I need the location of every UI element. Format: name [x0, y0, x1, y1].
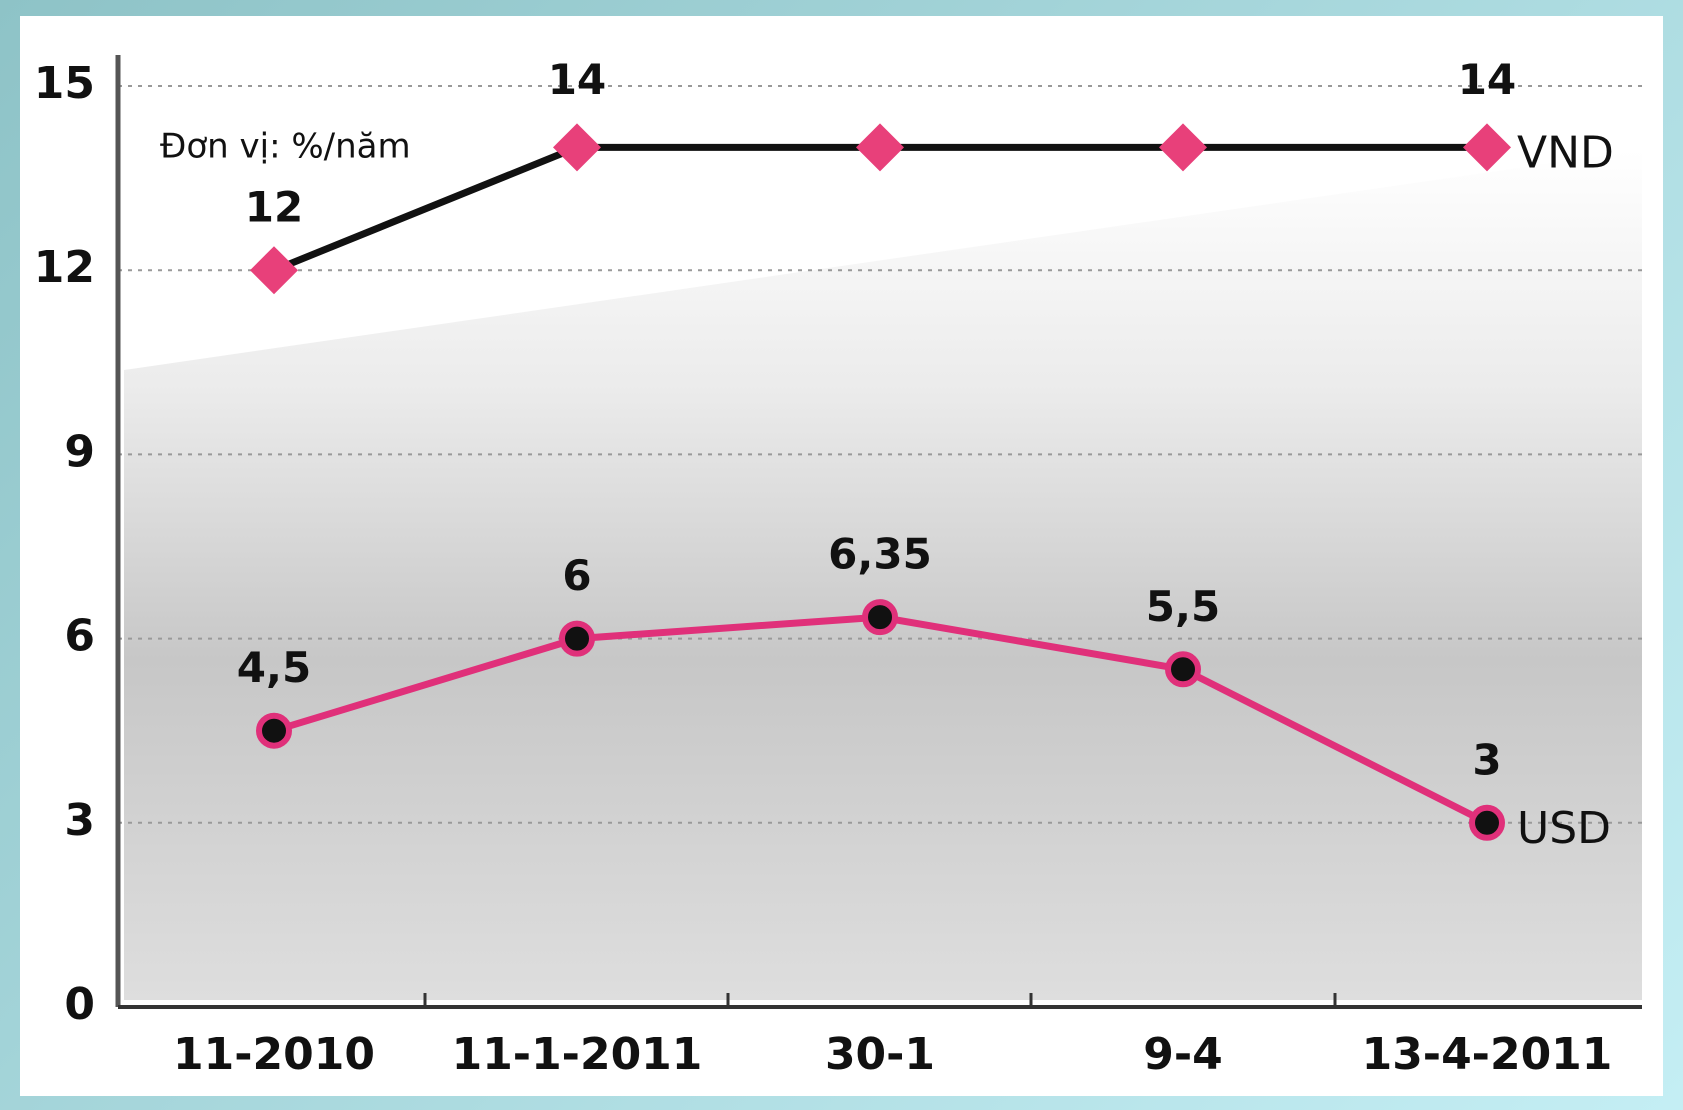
y-tick-label: 0: [64, 979, 95, 1030]
value-label: 12: [245, 183, 303, 232]
x-tick-label: 11-2010: [173, 1029, 375, 1080]
y-tick-label: 12: [34, 242, 95, 293]
series-label: USD: [1517, 803, 1611, 854]
y-tick-label: 6: [64, 611, 95, 662]
background-image: [124, 150, 1642, 1000]
y-tick-label: 15: [34, 58, 95, 109]
value-label: 5,5: [1146, 582, 1220, 631]
value-label: 6: [562, 551, 591, 600]
marker: [862, 599, 898, 636]
y-tick-label: 9: [64, 426, 95, 477]
series-label: VND: [1517, 127, 1614, 178]
x-tick-label: 13-4-2011: [1362, 1029, 1613, 1080]
marker: [250, 246, 298, 295]
marker: [553, 123, 601, 172]
marker: [1159, 123, 1207, 172]
x-tick-label: 9-4: [1143, 1029, 1223, 1080]
marker: [559, 620, 595, 657]
unit-note: Đơn vị: %/năm: [160, 127, 411, 167]
value-label: 4,5: [237, 643, 311, 692]
marker: [1469, 804, 1505, 841]
value-label: 6,35: [828, 530, 932, 579]
marker: [1463, 123, 1511, 172]
y-tick-label: 3: [64, 795, 95, 846]
x-tick-label: 11-1-2011: [452, 1029, 703, 1080]
marker: [256, 712, 292, 749]
marker: [856, 123, 904, 172]
value-label: 14: [1458, 55, 1516, 104]
value-label: 3: [1472, 735, 1501, 784]
x-tick-label: 30-1: [825, 1029, 935, 1080]
value-label: 14: [548, 55, 606, 104]
marker: [1165, 651, 1201, 688]
